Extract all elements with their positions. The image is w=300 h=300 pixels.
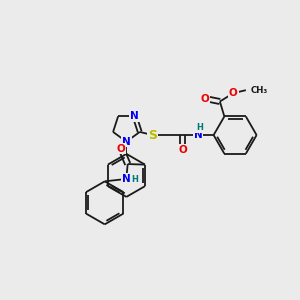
Text: N: N	[194, 130, 203, 140]
Text: H: H	[196, 123, 203, 132]
Text: O: O	[117, 143, 125, 154]
Text: O: O	[229, 88, 238, 98]
Text: CH₃: CH₃	[250, 86, 268, 95]
Text: O: O	[178, 145, 187, 155]
Text: N: N	[122, 174, 130, 184]
Text: N: N	[122, 136, 131, 147]
Text: O: O	[201, 94, 209, 103]
Text: S: S	[148, 129, 157, 142]
Text: N: N	[130, 111, 139, 121]
Text: H: H	[131, 175, 138, 184]
